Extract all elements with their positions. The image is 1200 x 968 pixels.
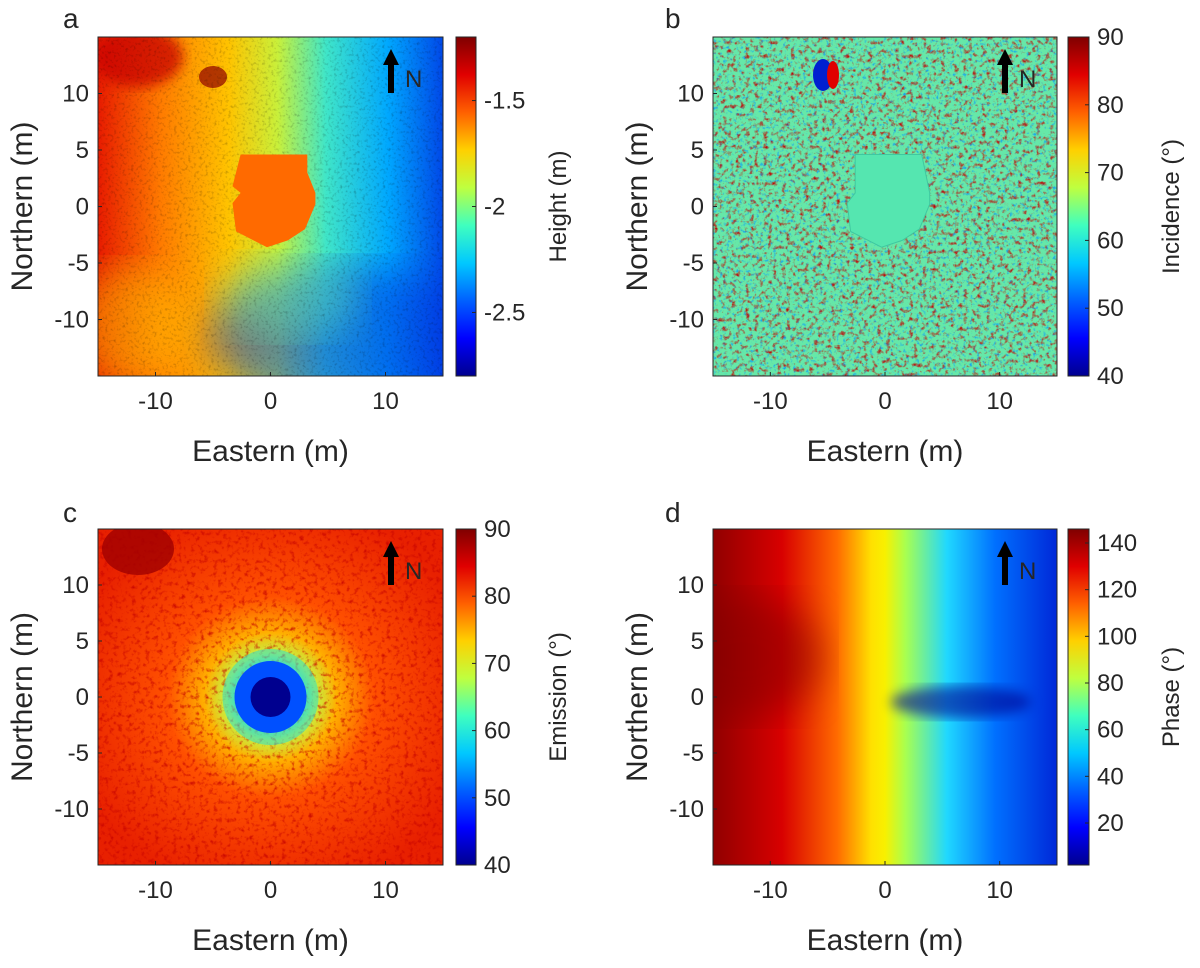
north-arrow-icon: N [383, 541, 422, 585]
x-tick-label: -10 [753, 877, 788, 904]
colorbar-tick-label: -1.5 [484, 88, 525, 115]
colorbar-tick-label: 120 [1097, 577, 1137, 604]
colorbar [1067, 528, 1090, 866]
x-tick-label: 0 [264, 388, 277, 415]
y-tick-label: 0 [691, 194, 704, 221]
map-b [713, 37, 1057, 376]
map-a [98, 37, 443, 376]
x-tick-label: 0 [878, 877, 891, 904]
y-axis-label: Northern (m) [6, 612, 39, 782]
panel-label: c [63, 497, 77, 528]
colorbar-tick-label: 40 [1097, 363, 1124, 390]
sunlit-n [827, 61, 839, 89]
y-axis-label: Northern (m) [621, 121, 654, 291]
colorbar-tick-label: 70 [1097, 160, 1124, 187]
y-tick-label: -5 [68, 250, 89, 277]
north-label: N [405, 66, 422, 93]
colorbar-tick-label: 80 [1097, 92, 1124, 119]
y-tick-label: 0 [691, 684, 704, 711]
colorbar [1067, 36, 1090, 377]
x-axis-label: Eastern (m) [192, 924, 349, 957]
colorbar-tick-label: 20 [1097, 810, 1124, 837]
colorbar-label: Emission (°) [545, 632, 572, 762]
y-tick-label: -10 [54, 307, 89, 334]
x-tick-label: 10 [372, 877, 399, 904]
y-tick-label: 10 [677, 572, 704, 599]
x-tick-label: 0 [264, 877, 277, 904]
phase-minimum [890, 686, 1031, 718]
colorbar [455, 528, 477, 866]
map-c [98, 529, 443, 865]
y-tick-label: -5 [68, 740, 89, 767]
north-arrow-icon: N [383, 49, 422, 93]
x-axis-label: Eastern (m) [807, 435, 964, 468]
shadow-n [813, 59, 833, 91]
y-tick-label: 5 [691, 628, 704, 655]
colorbar-tick-label: 140 [1097, 530, 1137, 557]
phase-maximum [713, 597, 823, 717]
colorbar-tick-label: 90 [484, 516, 511, 543]
colorbar-label: Phase (°) [1158, 647, 1185, 747]
y-axis-label: Northern (m) [6, 121, 39, 291]
x-tick-label: 10 [372, 388, 399, 415]
x-axis-label: Eastern (m) [192, 435, 349, 468]
north-label: N [1019, 66, 1036, 93]
y-tick-label: 5 [691, 137, 704, 164]
lander-center [250, 677, 291, 717]
north-arrow-icon: N [997, 49, 1036, 93]
colorbar-tick-label: 100 [1097, 623, 1137, 650]
colorbar-tick-label: 70 [484, 650, 511, 677]
panel-label: d [665, 497, 681, 528]
x-tick-label: 10 [986, 877, 1013, 904]
colorbar-tick-label: 80 [484, 583, 511, 610]
colorbar-tick-label: 80 [1097, 670, 1124, 697]
y-tick-label: 0 [76, 194, 89, 221]
lander-mask [846, 154, 931, 248]
colorbar-tick-label: 90 [1097, 24, 1124, 51]
colorbar-tick-label: 60 [484, 718, 511, 745]
y-tick-label: -10 [669, 796, 704, 823]
y-tick-label: -5 [683, 250, 704, 277]
y-tick-label: 0 [76, 684, 89, 711]
y-tick-label: 10 [62, 81, 89, 108]
x-tick-label: -10 [753, 388, 788, 415]
north-arrow-icon: N [997, 541, 1036, 585]
x-axis-label: Eastern (m) [807, 924, 964, 957]
y-tick-label: 5 [76, 137, 89, 164]
colorbar-tick-label: 50 [1097, 295, 1124, 322]
y-tick-label: 5 [76, 628, 89, 655]
y-tick-label: -10 [669, 307, 704, 334]
colorbar-tick-label: -2 [484, 194, 505, 221]
y-tick-label: -5 [683, 740, 704, 767]
x-tick-label: -10 [138, 877, 173, 904]
colorbar-tick-label: 40 [1097, 763, 1124, 790]
north-label: N [1019, 558, 1036, 585]
x-tick-label: -10 [138, 388, 173, 415]
y-tick-label: 10 [677, 81, 704, 108]
y-tick-label: -10 [54, 796, 89, 823]
colorbar-label: Height (m) [545, 150, 572, 262]
panel-label: a [63, 3, 79, 34]
colorbar-tick-label: 50 [484, 785, 511, 812]
x-tick-label: 0 [878, 388, 891, 415]
colorbar-tick-label: 60 [1097, 227, 1124, 254]
y-tick-label: 10 [62, 572, 89, 599]
colorbar-tick-label: 40 [484, 852, 511, 879]
crater-nw [102, 529, 174, 575]
colorbar-tick-label: 60 [1097, 717, 1124, 744]
y-axis-label: Northern (m) [621, 612, 654, 782]
colorbar-label: Incidence (°) [1158, 139, 1185, 274]
panel-label: b [665, 3, 681, 34]
map-d [713, 529, 1057, 865]
x-tick-label: 10 [986, 388, 1013, 415]
lander-mask [232, 154, 316, 248]
north-label: N [405, 558, 422, 585]
colorbar-tick-label: -2.5 [484, 299, 525, 326]
